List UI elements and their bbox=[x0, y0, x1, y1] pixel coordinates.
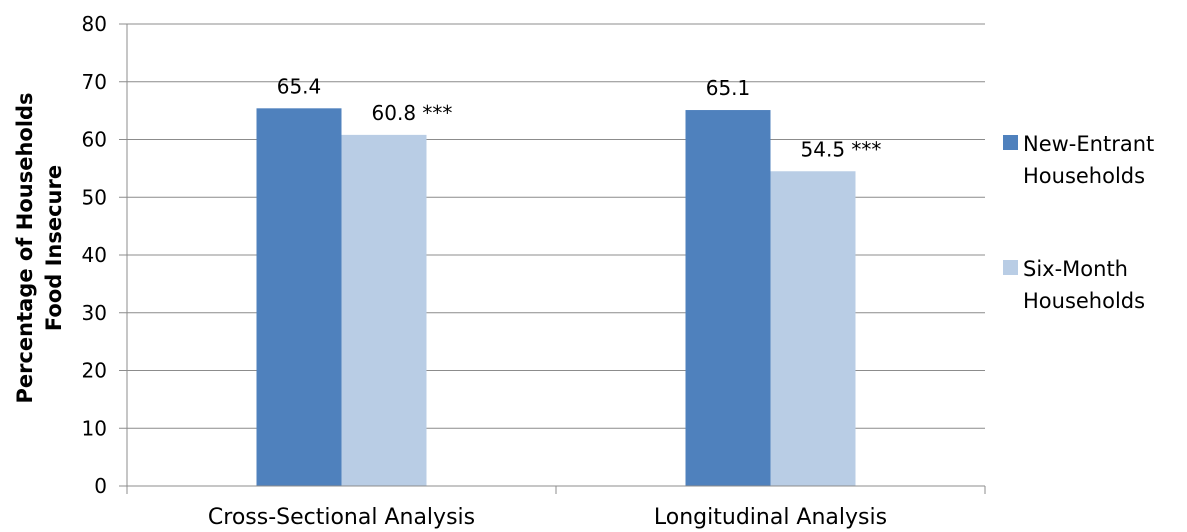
y-axis-title-line-2: Food Insecure bbox=[42, 165, 66, 331]
legend-label: Households bbox=[1023, 164, 1145, 188]
data-labels: 65.4 60.8 *** 65.1 54.5 *** bbox=[277, 74, 882, 161]
y-tick-label: 60 bbox=[82, 128, 107, 152]
bar-six-month-1 bbox=[770, 171, 856, 486]
y-tick-labels: 0 10 20 30 40 50 60 70 80 bbox=[82, 12, 107, 498]
legend-label: Six-Month bbox=[1023, 257, 1128, 281]
y-tick-label: 10 bbox=[82, 416, 107, 440]
legend-label: Households bbox=[1023, 289, 1145, 313]
y-tick-label: 40 bbox=[82, 243, 107, 267]
y-tick-label: 0 bbox=[94, 474, 107, 498]
y-axis-title-line-1: Percentage of Households bbox=[13, 92, 37, 403]
category-label: Cross-Sectional Analysis bbox=[208, 505, 475, 530]
y-tick-label: 20 bbox=[82, 359, 107, 383]
data-label: 65.4 bbox=[277, 74, 322, 98]
legend-label: New-Entrant bbox=[1023, 132, 1154, 156]
category-label: Longitudinal Analysis bbox=[654, 505, 887, 530]
bars bbox=[256, 108, 856, 487]
data-label: 54.5 *** bbox=[801, 137, 882, 161]
y-tick-label: 30 bbox=[82, 301, 107, 325]
y-tick-label: 50 bbox=[82, 185, 107, 209]
y-tick-label: 70 bbox=[82, 70, 107, 94]
legend-swatch-new-entrant bbox=[1003, 135, 1018, 150]
bar-new-entrant-1 bbox=[685, 110, 771, 487]
legend-swatch-six-month bbox=[1003, 260, 1018, 275]
y-tick-label: 80 bbox=[82, 12, 107, 36]
data-label: 65.1 bbox=[706, 76, 751, 100]
legend: New-Entrant Households Six-Month Households bbox=[1003, 132, 1154, 313]
bar-six-month-0 bbox=[341, 134, 427, 486]
category-labels: Cross-Sectional Analysis Longitudinal Ana… bbox=[208, 505, 887, 530]
data-label: 60.8 *** bbox=[372, 101, 453, 125]
bar-new-entrant-0 bbox=[256, 108, 342, 486]
axes bbox=[119, 24, 986, 494]
